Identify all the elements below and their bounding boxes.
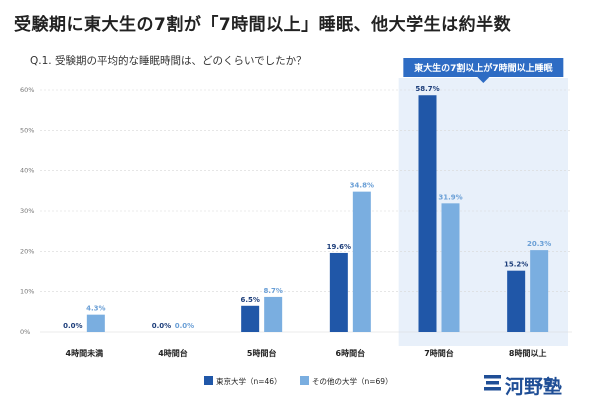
legend: 東京大学（n=46） その他の大学（n=69） [204, 376, 393, 386]
y-tick-label: 20% [20, 247, 34, 255]
bar-tokyo [418, 95, 437, 332]
callout-arrow [477, 77, 490, 83]
chart-title: 受験期に東大生の7割が「7時間以上」睡眠、他大学生は約半数 [14, 15, 512, 35]
y-tick-label: 40% [20, 167, 34, 175]
bar-tokyo [329, 252, 348, 332]
data-label-other: 4.3% [86, 305, 105, 313]
y-tick-label: 0% [20, 328, 30, 336]
logo-mark-stripe [484, 387, 501, 391]
bar-other [441, 203, 460, 332]
callout-text: 東大生の7割以上が7時間以上睡眠 [414, 62, 553, 74]
data-label-tokyo: 0.0% [152, 322, 171, 330]
kawaijuku-logo: 河野塾 [484, 375, 562, 398]
data-label-other: 34.8% [350, 182, 374, 190]
logo-mark-icon [484, 375, 501, 391]
data-label-other: 0.0% [175, 322, 194, 330]
legend-label-tokyo: 東京大学（n=46） [216, 376, 282, 386]
callout-banner: 東大生の7割以上が7時間以上睡眠 [403, 58, 564, 83]
legend-swatch-tokyo [204, 376, 213, 385]
data-label-other: 31.9% [438, 193, 462, 201]
data-label-tokyo: 58.7% [415, 85, 439, 93]
logo-mark-stripe [484, 375, 501, 379]
y-tick-label: 60% [20, 86, 34, 94]
x-tick-label: 7時間台 [424, 348, 454, 358]
data-label-tokyo: 6.5% [240, 296, 259, 304]
data-label-other: 20.3% [527, 240, 551, 248]
y-tick-label: 30% [20, 207, 34, 215]
y-axis-ticks: 0% 10% 20% 30% 40% 50% 60% [20, 86, 34, 336]
y-tick-label: 50% [20, 126, 34, 134]
y-tick-label: 10% [20, 288, 34, 296]
bar-other [352, 191, 371, 332]
logo-mark-stripe [486, 381, 499, 385]
data-label-tokyo: 19.6% [327, 243, 351, 251]
callout-box [403, 58, 564, 77]
x-tick-label: 4時間未満 [66, 348, 104, 358]
legend-swatch-other [300, 376, 309, 385]
bar-other [264, 296, 283, 332]
data-label-tokyo: 15.2% [504, 261, 528, 269]
legend-label-other: その他の大学（n=69） [312, 376, 393, 386]
grid-lines [40, 89, 572, 333]
data-labels: 0.0% 4.3% 0.0% 0.0% 6.5% 8.7% 19.6% 34.8% 58.7% 3… [63, 85, 551, 330]
x-tick-label: 8時間以上 [509, 348, 547, 358]
bar-tokyo [507, 270, 526, 332]
data-label-other: 8.7% [263, 287, 282, 295]
x-axis-labels: 4時間未満 4時間台 5時間台 6時間台 7時間台 8時間以上 [66, 348, 547, 358]
x-tick-label: 4時間台 [158, 348, 188, 358]
chart-subtitle: Q.1. 受験期の平均的な睡眠時間は、どのくらいでしたか？ [30, 55, 307, 67]
x-tick-label: 5時間台 [247, 348, 277, 358]
x-tick-label: 6時間台 [336, 348, 366, 358]
bar-other [86, 314, 105, 332]
bar-tokyo [241, 305, 260, 332]
bars [86, 95, 549, 332]
bar-other [530, 250, 549, 332]
data-label-tokyo: 0.0% [63, 322, 82, 330]
logo-text: 河野塾 [505, 375, 562, 398]
